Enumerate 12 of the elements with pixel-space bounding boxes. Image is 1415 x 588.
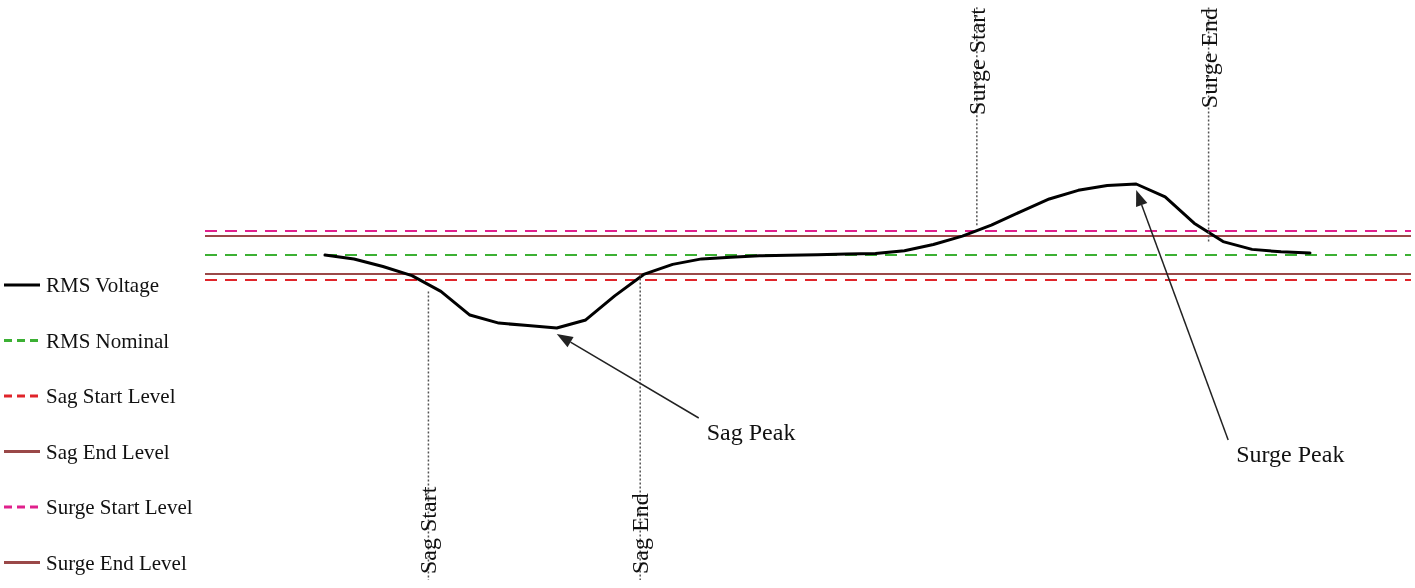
legend-label: Sag End Level [46, 439, 170, 464]
text: Surge End [1195, 8, 1222, 109]
text: Sag Start [415, 486, 442, 574]
text: Sag Peak [706, 419, 796, 445]
legend-label: RMS Voltage [46, 273, 159, 297]
legend-label: RMS Nominal [46, 328, 170, 353]
text: Sag End [627, 493, 654, 574]
legend-label: Sag Start Level [46, 384, 176, 408]
legend-label: Surge Start Level [46, 495, 193, 519]
text: Surge Peak [1236, 441, 1345, 467]
legend-label: Surge End Level [46, 550, 187, 575]
text: Surge Start [963, 7, 990, 115]
